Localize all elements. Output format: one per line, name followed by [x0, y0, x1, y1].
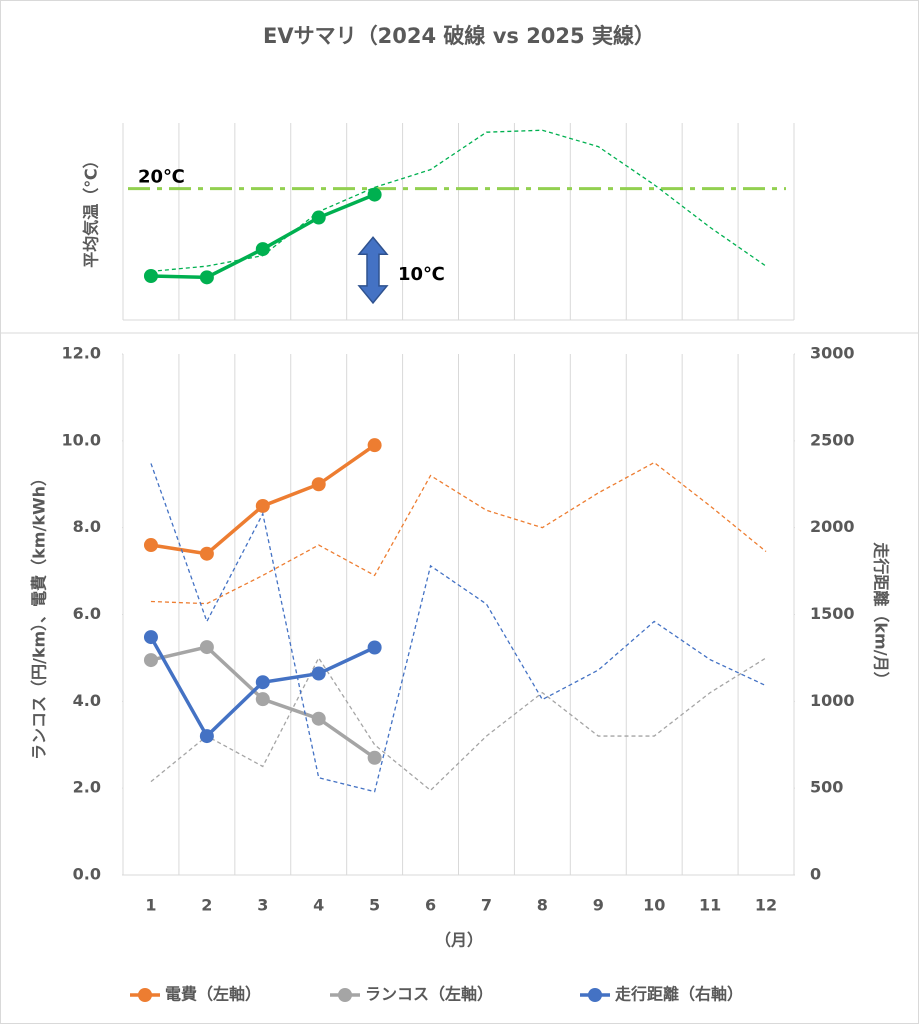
y-tick-label: 4.0	[73, 691, 101, 710]
y-tick-label: 6.0	[73, 604, 101, 623]
point	[255, 675, 270, 690]
point	[367, 640, 382, 655]
point	[255, 692, 270, 707]
point	[311, 666, 326, 681]
line-2024	[150, 129, 767, 273]
y2-axis-label: 走行距離（km/月）	[872, 541, 891, 687]
legend-label: 電費（左軸）	[165, 985, 261, 1004]
point	[311, 210, 326, 225]
x-tick-label: 7	[481, 896, 492, 915]
point	[199, 270, 214, 285]
point	[367, 438, 382, 453]
point	[199, 640, 214, 655]
point	[367, 187, 382, 202]
point	[367, 750, 382, 765]
legend-marker	[138, 988, 152, 1002]
y2-tick-label: 1500	[810, 604, 855, 623]
line-2024	[150, 461, 767, 605]
chart-title: EVサマリ（2024 破線 vs 2025 実線）	[263, 24, 655, 48]
y2-tick-label: 0	[810, 865, 821, 884]
x-tick-label: 3	[257, 896, 268, 915]
y-axis-label: ランコス（円/km）、電費（km/kWh）	[30, 470, 49, 760]
x-tick-label: 10	[643, 896, 665, 915]
x-tick-label: 4	[313, 896, 324, 915]
point	[143, 538, 158, 553]
line-2024	[150, 656, 767, 792]
legend-label: ランコス（左軸）	[365, 985, 493, 1004]
x-tick-label: 1	[145, 896, 156, 915]
y-tick-label: 8.0	[73, 517, 101, 536]
span-arrow	[357, 236, 389, 305]
point	[255, 242, 270, 257]
x-tick-label: 11	[699, 896, 721, 915]
y2-tick-label: 1000	[810, 691, 855, 710]
y-tick-label: 0.0	[73, 865, 101, 884]
point	[143, 653, 158, 668]
x-tick-label: 2	[201, 896, 212, 915]
y2-tick-label: 2500	[810, 430, 855, 449]
line-2024	[150, 463, 767, 793]
x-tick-label: 6	[425, 896, 436, 915]
y2-tick-label: 500	[810, 778, 843, 797]
x-tick-label: 9	[593, 896, 604, 915]
x-tick-label: 5	[369, 896, 380, 915]
y-tick-label: 2.0	[73, 778, 101, 797]
point	[199, 729, 214, 744]
point	[143, 269, 158, 284]
y-tick-label: 10.0	[62, 430, 101, 449]
x-tick-label: 8	[537, 896, 548, 915]
reference-label: 20℃	[138, 167, 185, 188]
x-axis-label: （月）	[435, 931, 483, 950]
span-label: 10℃	[398, 264, 445, 285]
y-tick-label: 12.0	[62, 344, 101, 363]
point	[199, 546, 214, 561]
legend-marker	[338, 988, 352, 1002]
legend-marker	[588, 988, 602, 1002]
y2-tick-label: 2000	[810, 517, 855, 536]
point	[143, 630, 158, 645]
legend-label: 走行距離（右軸）	[614, 985, 743, 1004]
x-tick-label: 12	[755, 896, 777, 915]
y2-tick-label: 3000	[810, 344, 855, 363]
y-axis-label: 平均気温（℃）	[82, 152, 101, 267]
point	[255, 498, 270, 513]
point	[311, 477, 326, 492]
point	[311, 711, 326, 726]
